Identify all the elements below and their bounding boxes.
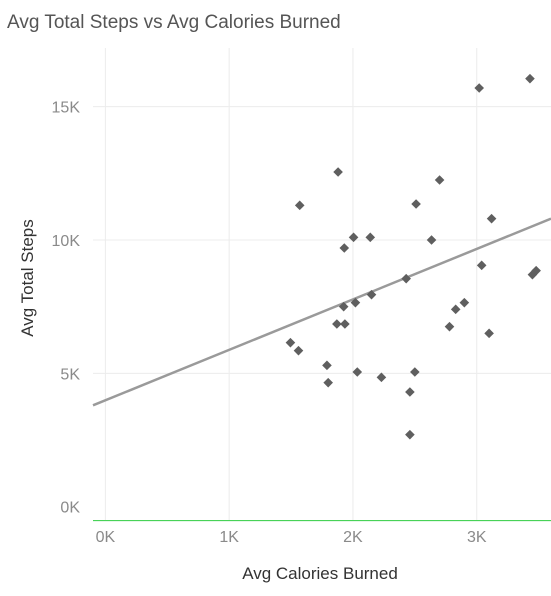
x-tick-label: 0K bbox=[96, 529, 116, 546]
chart-title: Avg Total Steps vs Avg Calories Burned bbox=[7, 12, 341, 33]
x-tick-label: 1K bbox=[219, 529, 239, 546]
scatter-point[interactable] bbox=[525, 73, 535, 84]
scatter-point[interactable] bbox=[352, 367, 363, 377]
scatter-point[interactable] bbox=[323, 377, 333, 388]
scatter-point[interactable] bbox=[444, 321, 455, 332]
scatter-point[interactable] bbox=[376, 372, 387, 383]
y-tick-label: 5K bbox=[60, 366, 80, 383]
scatter-point[interactable] bbox=[365, 232, 376, 243]
scatter-point[interactable] bbox=[459, 297, 470, 308]
scatter-point[interactable] bbox=[484, 328, 494, 339]
scatter-point[interactable] bbox=[434, 175, 445, 185]
scatter-point[interactable] bbox=[450, 304, 461, 315]
x-axis-title: Avg Calories Burned bbox=[242, 564, 398, 583]
trend-line bbox=[92, 217, 551, 407]
scatter-point[interactable] bbox=[285, 337, 296, 348]
scatter-point[interactable] bbox=[322, 360, 332, 371]
scatter-point[interactable] bbox=[338, 301, 349, 312]
scatter-point[interactable] bbox=[350, 297, 361, 308]
trend-line-group bbox=[92, 217, 551, 407]
y-tick-label: 10K bbox=[52, 233, 81, 250]
data-points bbox=[285, 73, 541, 440]
scatter-point[interactable] bbox=[294, 200, 305, 211]
scatter-point[interactable] bbox=[531, 265, 541, 276]
scatter-point[interactable] bbox=[405, 387, 415, 397]
scatter-point[interactable] bbox=[332, 319, 342, 329]
scatter-point[interactable] bbox=[348, 232, 359, 243]
x-tick-label: 2K bbox=[343, 529, 363, 546]
scatter-point[interactable] bbox=[486, 213, 497, 224]
scatter-point[interactable] bbox=[333, 167, 343, 177]
y-tick-label: 0K bbox=[60, 500, 80, 517]
x-tick-label: 3K bbox=[467, 529, 487, 546]
tick-labels: 0K 1K 2K 3K 0K 5K 10K 15K bbox=[52, 100, 487, 546]
y-tick-label: 15K bbox=[52, 100, 81, 117]
scatter-point[interactable] bbox=[293, 345, 304, 356]
scatter-point[interactable] bbox=[410, 367, 420, 377]
scatter-point[interactable] bbox=[366, 289, 377, 300]
scatter-point[interactable] bbox=[340, 319, 350, 329]
scatter-point[interactable] bbox=[339, 243, 350, 253]
scatter-point[interactable] bbox=[401, 273, 411, 284]
scatter-point[interactable] bbox=[411, 199, 421, 209]
scatter-point[interactable] bbox=[405, 429, 415, 440]
y-axis-title: Avg Total Steps bbox=[18, 219, 37, 337]
scatter-point[interactable] bbox=[474, 83, 485, 93]
gridlines bbox=[93, 48, 551, 522]
scatter-point[interactable] bbox=[476, 260, 487, 271]
scatter-point[interactable] bbox=[426, 235, 437, 245]
